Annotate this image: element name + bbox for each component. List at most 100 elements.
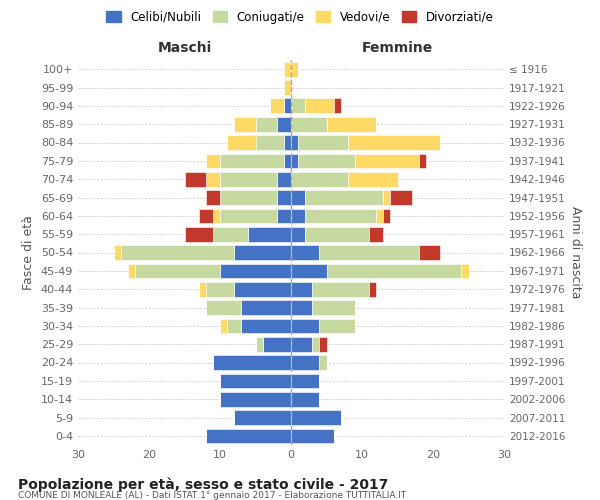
Bar bbox=[206, 154, 220, 168]
Bar bbox=[291, 172, 348, 186]
Bar bbox=[305, 208, 376, 223]
Bar bbox=[291, 190, 305, 205]
Bar bbox=[291, 428, 334, 443]
Bar bbox=[348, 135, 440, 150]
Bar bbox=[206, 300, 241, 315]
Bar bbox=[270, 98, 284, 113]
Bar bbox=[284, 80, 291, 95]
Bar bbox=[319, 245, 419, 260]
Bar bbox=[291, 62, 298, 76]
Bar bbox=[319, 318, 355, 333]
Bar bbox=[220, 374, 291, 388]
Bar bbox=[313, 282, 369, 296]
Bar bbox=[313, 300, 355, 315]
Bar bbox=[383, 208, 391, 223]
Bar bbox=[383, 190, 391, 205]
Bar bbox=[206, 190, 220, 205]
Text: Femmine: Femmine bbox=[362, 40, 433, 54]
Bar bbox=[369, 282, 376, 296]
Bar bbox=[291, 208, 305, 223]
Bar bbox=[135, 264, 220, 278]
Bar bbox=[305, 190, 383, 205]
Bar bbox=[284, 98, 291, 113]
Bar bbox=[291, 154, 298, 168]
Bar bbox=[348, 172, 398, 186]
Bar bbox=[419, 154, 426, 168]
Bar bbox=[277, 208, 291, 223]
Bar bbox=[326, 117, 376, 132]
Bar bbox=[256, 117, 277, 132]
Bar bbox=[313, 337, 319, 351]
Text: Popolazione per età, sesso e stato civile - 2017: Popolazione per età, sesso e stato civil… bbox=[18, 478, 388, 492]
Bar bbox=[291, 410, 341, 425]
Bar bbox=[263, 337, 291, 351]
Bar bbox=[185, 172, 206, 186]
Bar bbox=[305, 227, 369, 242]
Bar bbox=[234, 245, 291, 260]
Bar bbox=[369, 227, 383, 242]
Bar bbox=[220, 208, 277, 223]
Bar bbox=[461, 264, 469, 278]
Bar bbox=[256, 135, 284, 150]
Y-axis label: Anni di nascita: Anni di nascita bbox=[569, 206, 582, 298]
Bar bbox=[206, 172, 220, 186]
Text: COMUNE DI MONLEALE (AL) - Dati ISTAT 1° gennaio 2017 - Elaborazione TUTTITALIA.I: COMUNE DI MONLEALE (AL) - Dati ISTAT 1° … bbox=[18, 491, 406, 500]
Bar bbox=[291, 135, 298, 150]
Bar bbox=[248, 227, 291, 242]
Bar bbox=[256, 337, 263, 351]
Bar bbox=[305, 98, 334, 113]
Bar bbox=[234, 282, 291, 296]
Bar bbox=[213, 355, 291, 370]
Bar bbox=[277, 172, 291, 186]
Bar bbox=[185, 227, 213, 242]
Bar bbox=[291, 300, 313, 315]
Bar bbox=[206, 282, 234, 296]
Bar bbox=[376, 208, 383, 223]
Bar bbox=[291, 264, 326, 278]
Bar bbox=[277, 190, 291, 205]
Bar bbox=[291, 374, 319, 388]
Bar bbox=[199, 208, 213, 223]
Bar bbox=[291, 337, 313, 351]
Bar bbox=[291, 318, 319, 333]
Bar bbox=[241, 300, 291, 315]
Bar bbox=[391, 190, 412, 205]
Bar bbox=[334, 98, 341, 113]
Bar bbox=[213, 208, 220, 223]
Bar bbox=[291, 227, 305, 242]
Bar bbox=[298, 135, 348, 150]
Bar bbox=[419, 245, 440, 260]
Bar bbox=[241, 318, 291, 333]
Bar bbox=[121, 245, 234, 260]
Bar bbox=[291, 282, 313, 296]
Bar bbox=[227, 135, 256, 150]
Bar bbox=[355, 154, 419, 168]
Bar bbox=[199, 282, 206, 296]
Bar bbox=[220, 318, 227, 333]
Bar bbox=[291, 355, 319, 370]
Bar bbox=[284, 154, 291, 168]
Bar bbox=[220, 172, 277, 186]
Bar bbox=[220, 154, 284, 168]
Bar bbox=[298, 154, 355, 168]
Bar bbox=[284, 135, 291, 150]
Bar bbox=[319, 355, 326, 370]
Bar bbox=[326, 264, 461, 278]
Bar bbox=[319, 337, 326, 351]
Bar bbox=[291, 117, 326, 132]
Bar bbox=[291, 392, 319, 406]
Bar bbox=[234, 410, 291, 425]
Bar bbox=[206, 428, 291, 443]
Bar bbox=[220, 392, 291, 406]
Bar bbox=[291, 98, 305, 113]
Bar bbox=[284, 62, 291, 76]
Bar bbox=[220, 190, 277, 205]
Bar bbox=[213, 227, 248, 242]
Bar bbox=[227, 318, 241, 333]
Bar bbox=[277, 117, 291, 132]
Text: Maschi: Maschi bbox=[157, 40, 212, 54]
Bar bbox=[128, 264, 135, 278]
Bar bbox=[113, 245, 121, 260]
Bar bbox=[291, 245, 319, 260]
Legend: Celibi/Nubili, Coniugati/e, Vedovi/e, Divorziati/e: Celibi/Nubili, Coniugati/e, Vedovi/e, Di… bbox=[101, 6, 499, 28]
